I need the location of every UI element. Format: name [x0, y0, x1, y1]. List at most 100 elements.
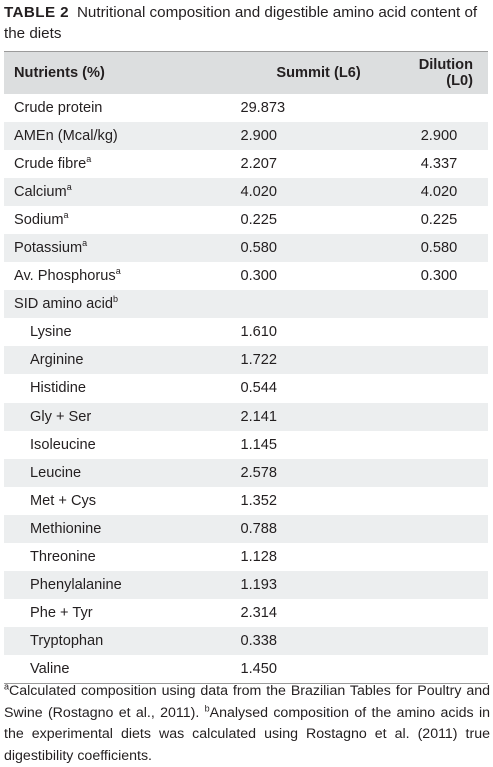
nutrient-name-cell: Valine: [4, 655, 228, 683]
nutrient-name: Lysine: [30, 324, 72, 341]
dilution-value: 4.337: [420, 155, 458, 172]
nutrient-name: Methionine: [30, 520, 102, 537]
nutrient-name-cell: Phe + Tyr: [4, 599, 228, 627]
nutrient-name: Met + Cys: [30, 492, 97, 509]
nutrient-name-cell: Threonine: [4, 543, 228, 571]
summit-value: 0.580: [240, 240, 277, 257]
nutrient-name-cell: Crude protein: [4, 94, 228, 122]
dilution-value: [409, 403, 488, 431]
summit-value: 0.788: [240, 520, 277, 537]
footnote-a-text: Calculated composition using data from t…: [4, 683, 490, 721]
nutrient-name-cell: Met + Cys: [4, 487, 228, 515]
summit-value: 1.128: [240, 549, 277, 566]
table-row: Methionine 0.788: [4, 514, 488, 543]
dilution-value: [409, 487, 488, 515]
table-row: Met + Cys 1.352: [4, 486, 488, 515]
nutrient-name-cell: Leucine: [4, 459, 228, 487]
table-title: Nutritional composition and digestible a…: [4, 4, 478, 42]
footnote-marker: a: [82, 238, 88, 249]
dilution-value: 0.225: [420, 211, 458, 228]
table-row: Tryptophan 0.338: [4, 627, 488, 656]
summit-value: 0.338: [240, 633, 277, 650]
table-label: TABLE 2: [4, 4, 69, 21]
header-summit: Summit (L6): [228, 51, 409, 94]
summit-value: 1.610: [240, 324, 277, 341]
nutrient-name: Sodium: [14, 211, 64, 228]
dilution-value: [409, 346, 488, 374]
dilution-value: 2.900: [420, 127, 458, 144]
table-row: Crude fibrea 2.207 4.337: [4, 149, 488, 178]
nutrient-name-cell: Gly + Ser: [4, 403, 228, 431]
table-row: Histidine 0.544: [4, 374, 488, 403]
nutrient-name: Crude protein: [14, 99, 103, 116]
nutrient-name: Histidine: [30, 380, 86, 397]
nutrient-name-cell: Isoleucine: [4, 431, 228, 459]
summit-value: 2.207: [240, 155, 277, 172]
table-row: Phe + Tyr 2.314: [4, 599, 488, 628]
summit-value: [228, 290, 408, 318]
table-row: Phenylalanine 1.193: [4, 571, 488, 600]
summit-value: 4.020: [240, 183, 277, 200]
nutrient-name: Calcium: [14, 183, 67, 200]
footnote-marker: a: [63, 210, 69, 221]
dilution-value: 0.580: [420, 240, 458, 257]
table-row: Av. Phosphorusa 0.300 0.300: [4, 262, 488, 291]
nutrient-name: AMEn (Mcal/kg): [14, 127, 118, 144]
footnote-a-mark: a: [4, 681, 10, 692]
table-caption: TABLE 2 Nutritional composition and diges…: [4, 2, 488, 44]
nutrient-name-cell: AMEn (Mcal/kg): [4, 122, 228, 150]
table-footnote: aCalculated composition using data from …: [4, 681, 490, 767]
dilution-value: 4.020: [420, 183, 458, 200]
nutrient-name-cell: Lysine: [4, 318, 228, 346]
summit-value: 1.145: [240, 436, 277, 453]
dilution-value: [409, 515, 488, 543]
table-row: Arginine 1.722: [4, 346, 488, 375]
footnote-marker: a: [66, 181, 72, 192]
nutrient-name-cell: Methionine: [4, 515, 228, 543]
nutrient-name-cell: Phenylalanine: [4, 571, 228, 599]
summit-value: 0.300: [240, 268, 277, 285]
nutrient-name: Phenylalanine: [30, 577, 122, 594]
footnote-marker: b: [112, 294, 118, 305]
dilution-value: [409, 459, 488, 487]
nutrient-name-cell: Av. Phosphorusa: [4, 262, 228, 290]
summit-value: 2.578: [240, 464, 277, 481]
table-body: Crude protein 29.873 AMEn (Mcal/kg) 2.900 2.…: [4, 93, 488, 684]
nutrient-name: Potassium: [14, 240, 83, 257]
nutrient-name: Crude fibre: [14, 155, 87, 172]
summit-value: 29.873: [240, 99, 286, 116]
summit-value: 2.314: [240, 605, 277, 622]
footnote-b-text: Analysed composition of the amino acids …: [4, 704, 490, 764]
table-row: Potassiuma 0.580 0.580: [4, 233, 488, 263]
nutrient-name: Valine: [30, 661, 70, 678]
nutrient-name-cell: Calciuma: [4, 178, 228, 206]
dilution-value: [409, 290, 488, 318]
header-dilution: Dilution (L0): [408, 51, 488, 94]
nutrient-name-cell: SID amino acidb: [4, 290, 228, 318]
summit-value: 0.225: [240, 211, 277, 228]
nutrient-name: Phe + Tyr: [30, 605, 93, 622]
nutrient-name: SID amino acid: [14, 296, 113, 313]
nutrient-name-cell: Arginine: [4, 346, 228, 374]
table-row: Valine 1.450: [4, 655, 488, 684]
nutrient-name-cell: Tryptophan: [4, 627, 228, 655]
table-header-row: Nutrients (%) Summit (L6) Dilution (L0): [4, 51, 488, 94]
table-row: Isoleucine 1.145: [4, 430, 488, 459]
dilution-value: [409, 318, 488, 346]
table-row: Crude protein 29.873: [4, 93, 488, 122]
summit-value: 2.141: [240, 408, 277, 425]
summit-value: 0.544: [240, 380, 277, 397]
dilution-value: 0.300: [420, 268, 458, 285]
table-row: Sodiuma 0.225 0.225: [4, 205, 488, 234]
table-row: Leucine 2.578: [4, 458, 488, 487]
header-nutrients: Nutrients (%): [4, 51, 229, 94]
nutrient-name: Leucine: [30, 464, 82, 481]
nutrient-name: Isoleucine: [30, 436, 96, 453]
nutrition-table: Nutrients (%) Summit (L6) Dilution (L0) …: [4, 51, 488, 684]
table-row: Lysine 1.610: [4, 318, 488, 347]
footnote-marker: a: [115, 266, 121, 277]
nutrient-name-cell: Sodiuma: [4, 206, 228, 234]
nutrient-name: Tryptophan: [30, 633, 104, 650]
nutrient-name: Av. Phosphorus: [14, 268, 116, 285]
